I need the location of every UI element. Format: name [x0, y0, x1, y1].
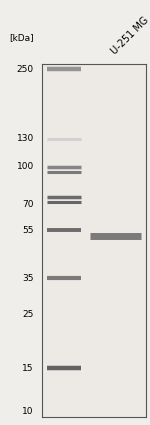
Text: 70: 70 — [22, 200, 34, 209]
Text: 130: 130 — [16, 134, 34, 143]
Text: 15: 15 — [22, 364, 34, 373]
Text: 10: 10 — [22, 407, 34, 416]
Text: 250: 250 — [17, 65, 34, 74]
Text: 35: 35 — [22, 274, 34, 283]
Text: 100: 100 — [16, 162, 34, 171]
Text: 55: 55 — [22, 226, 34, 235]
Text: U-251 MG: U-251 MG — [110, 15, 150, 57]
Text: [kDa]: [kDa] — [9, 34, 34, 43]
Text: 25: 25 — [22, 310, 34, 319]
